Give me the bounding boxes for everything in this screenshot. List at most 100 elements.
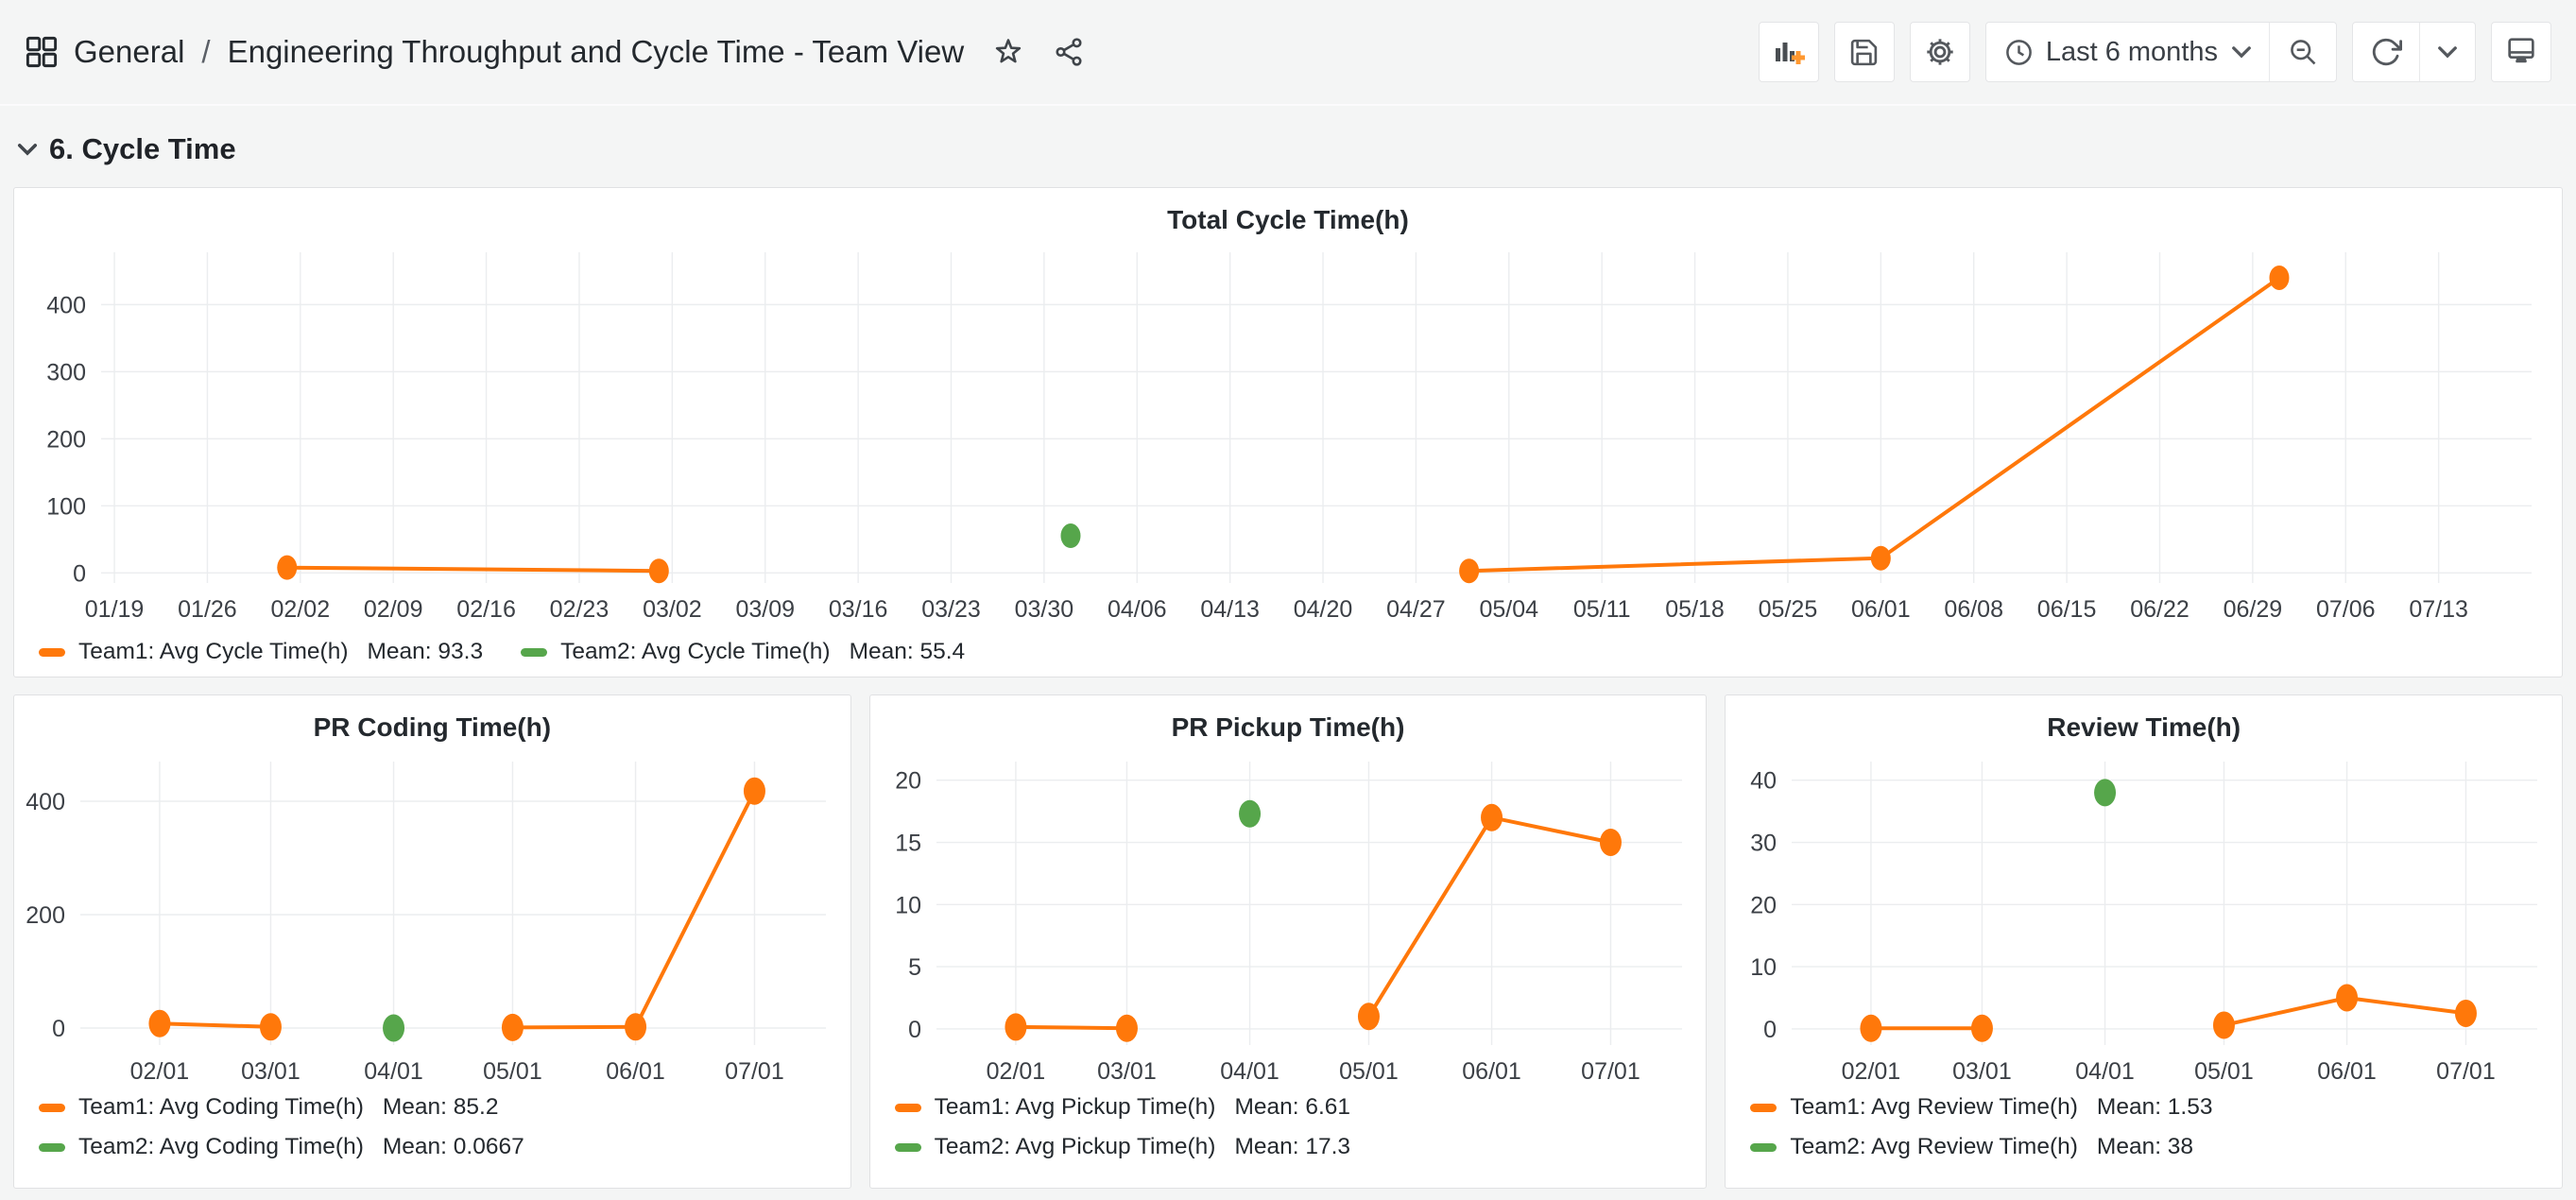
add-panel-button[interactable] [1758,22,1819,82]
data-point[interactable] [383,1014,405,1042]
data-point[interactable] [1870,545,1891,571]
x-tick-label: 04/01 [364,1058,423,1085]
data-point[interactable] [625,1013,647,1041]
refresh-button[interactable] [2353,23,2419,81]
x-tick-label: 05/11 [1573,596,1631,623]
data-point[interactable] [1005,1013,1027,1041]
x-tick-label: 06/01 [2318,1058,2378,1085]
chart-mount: 01/19 01/26 02/02 02/09 02/16 02/23 03/02 03/09… [14,239,2562,628]
total-cycle-time-chart[interactable]: 01/19 01/26 02/02 02/09 02/16 02/23 03/02 03/09… [14,239,2560,628]
data-point[interactable] [648,558,669,584]
legend-series-name: Team1: Avg Coding Time(h) [78,1094,364,1120]
legend-item[interactable]: Team1: Avg Review Time(h) Mean: 1.53 [1750,1094,2562,1121]
x-tick-label: 02/16 [456,596,516,623]
refresh-icon [2372,38,2402,66]
x-tick-label: 02/09 [364,596,423,623]
data-point[interactable] [1599,829,1622,857]
zoom-out-time-button[interactable] [2269,23,2336,81]
panel-total-cycle-time: Total Cycle Time(h) 01/19 01/26 02/02 02/09… [13,187,2563,677]
data-point[interactable] [1480,803,1503,831]
legend-item[interactable]: Team2: Avg Pickup Time(h) Mean: 17.3 [894,1134,1707,1160]
legend-series-mean: Mean: 93.3 [367,639,484,664]
data-point[interactable] [1357,1003,1380,1031]
x-tick-label: 03/23 [921,596,981,623]
legend-swatch-icon [1750,1103,1777,1112]
x-tick-label: 01/19 [85,596,145,623]
data-point[interactable] [2213,1011,2236,1039]
chart-mount: 02/01 03/01 04/01 05/01 06/01 07/01 0 5 10 15 20 [870,746,1707,1085]
y-tick-label: 0 [908,1017,921,1043]
panel-title[interactable]: PR Coding Time(h) [313,712,552,742]
share-icon[interactable] [1053,36,1085,68]
panel-review-time: Review Time(h) 02/01 03/01 04/01 05/01 06/01… [1725,694,2564,1189]
legend-series-name: Team2: Avg Review Time(h) [1790,1134,2078,1159]
x-tick-label: 03/01 [1953,1058,2013,1085]
x-tick-label: 06/01 [1462,1058,1521,1085]
legend-item[interactable]: Team2: Avg Cycle Time(h) Mean: 55.4 [521,639,965,665]
x-tick-label: 01/26 [178,596,237,623]
pr-pickup-time-chart[interactable]: 02/01 03/01 04/01 05/01 06/01 07/01 0 5 10 15 20 [870,746,1705,1085]
legend-item[interactable]: Team1: Avg Pickup Time(h) Mean: 6.61 [894,1094,1707,1121]
data-point[interactable] [1115,1014,1138,1042]
apps-grid-icon[interactable] [25,35,59,69]
dashboard-header: General / Engineering Throughput and Cyc… [0,0,2576,106]
y-tick-label: 200 [46,426,86,453]
save-dashboard-button[interactable] [1833,22,1895,82]
y-tick-label: 200 [26,902,65,929]
x-tick-label: 05/04 [1480,596,1539,623]
data-point[interactable] [1060,523,1081,549]
data-point[interactable] [1459,558,1480,584]
data-point[interactable] [2336,984,2359,1012]
time-range-controls: Last 6 months [1984,22,2337,82]
x-tick-label: 07/01 [725,1058,784,1085]
legend-series-mean: Mean: 1.53 [2096,1094,2213,1120]
panel-title[interactable]: Total Cycle Time(h) [1167,205,1409,234]
kiosk-mode-button[interactable] [2491,22,2551,82]
panel-title[interactable]: Review Time(h) [2047,712,2241,742]
data-point[interactable] [277,555,298,580]
panel-title[interactable]: PR Pickup Time(h) [1171,712,1405,742]
dashboard-settings-button[interactable] [1909,22,1970,82]
data-point[interactable] [1860,1014,1882,1042]
legend-item[interactable]: Team2: Avg Review Time(h) Mean: 38 [1750,1134,2562,1160]
data-point[interactable] [148,1009,171,1037]
legend-series-name: Team1: Avg Cycle Time(h) [78,639,349,664]
chevron-down-icon [2438,46,2457,59]
data-point[interactable] [2269,265,2290,290]
pr-coding-time-chart[interactable]: 02/01 03/01 04/01 05/01 06/01 07/01 0 200 400 [14,746,849,1085]
data-point[interactable] [259,1013,282,1041]
legend-swatch-icon [39,1142,65,1152]
legend-item[interactable]: Team1: Avg Coding Time(h) Mean: 85.2 [39,1094,850,1121]
refresh-interval-button[interactable] [2419,23,2475,81]
data-point[interactable] [2455,999,2478,1027]
refresh-controls [2352,22,2476,82]
time-picker-button[interactable]: Last 6 months [1986,23,2269,81]
x-tick-label: 02/23 [550,596,610,623]
legend-series-mean: Mean: 0.0667 [382,1134,524,1159]
y-tick-label: 40 [1751,768,1777,795]
chart-legend: Team1: Avg Pickup Time(h) Mean: 6.61 Team2… [870,1085,1707,1160]
y-tick-label: 300 [46,359,86,386]
star-icon[interactable] [992,36,1024,68]
section-row-cycle-time[interactable]: 6. Cycle Time [0,106,2576,187]
x-tick-label: 03/30 [1015,596,1074,623]
x-tick-label: 07/01 [1581,1058,1640,1085]
legend-item[interactable]: Team1: Avg Cycle Time(h) Mean: 93.3 [39,639,483,665]
legend-swatch-icon [894,1142,921,1152]
legend-item[interactable]: Team2: Avg Coding Time(h) Mean: 0.0667 [39,1134,850,1160]
data-point[interactable] [501,1013,524,1041]
breadcrumb-root[interactable]: General [74,34,185,69]
data-point[interactable] [1971,1014,1994,1042]
y-tick-label: 30 [1751,831,1777,857]
review-time-chart[interactable]: 02/01 03/01 04/01 05/01 06/01 07/01 0 10 20 30 40 [1726,746,2560,1085]
data-point[interactable] [2094,779,2117,807]
y-tick-label: 400 [46,292,86,318]
legend-swatch-icon [521,647,548,657]
x-tick-label: 04/01 [1220,1058,1279,1085]
data-point[interactable] [1238,799,1261,828]
y-tick-label: 10 [1751,954,1777,981]
data-point[interactable] [743,777,765,805]
x-tick-label: 06/01 [606,1058,665,1085]
toolbar: Last 6 months [1758,22,2551,82]
x-tick-label: 02/01 [1842,1058,1901,1085]
